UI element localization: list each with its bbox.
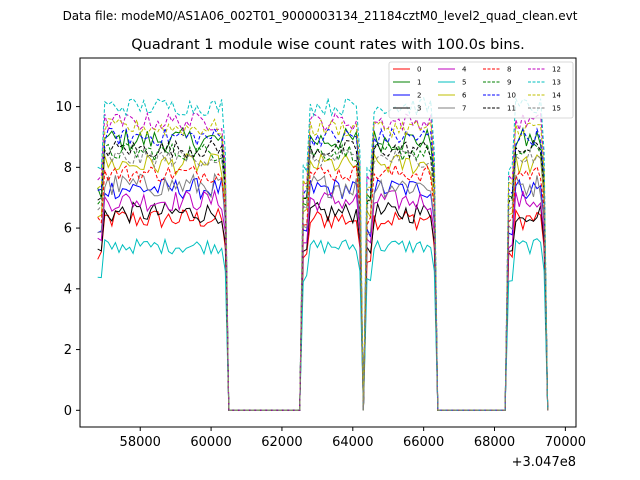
- series-line-4: [98, 191, 548, 410]
- series-line-9: [98, 144, 548, 411]
- y-axis: 0 2 4 6 8 10: [55, 100, 80, 419]
- series-line-10: [98, 128, 548, 410]
- series-line-6: [98, 154, 548, 410]
- series-line-15: [98, 149, 548, 410]
- x-tick-label: 70000: [545, 435, 586, 450]
- legend-label: 11: [507, 105, 516, 113]
- legend-label: 5: [462, 79, 466, 87]
- y-tick-label: 10: [55, 100, 72, 115]
- x-tick-label: 66000: [403, 435, 444, 450]
- series-line-14: [98, 119, 548, 411]
- x-axis: 58000 60000 62000 64000 66000 68000 70000: [120, 427, 587, 450]
- legend-label: 14: [552, 92, 561, 100]
- legend-label: 9: [507, 79, 511, 87]
- x-tick-label: 58000: [120, 435, 161, 450]
- series-line-3: [98, 202, 548, 410]
- chart-title: Quadrant 1 module wise count rates with …: [131, 37, 525, 53]
- legend-label: 13: [552, 79, 561, 87]
- y-tick-label: 4: [64, 282, 72, 297]
- legend-label: 4: [462, 66, 467, 74]
- legend-label: 1: [417, 79, 421, 87]
- x-tick-label: 68000: [474, 435, 515, 450]
- series-line-11: [98, 141, 548, 411]
- x-tick-label: 64000: [332, 435, 373, 450]
- legend-label: 12: [552, 66, 561, 74]
- legend-label: 2: [417, 92, 421, 100]
- y-tick-label: 0: [64, 404, 72, 419]
- legend-label: 15: [552, 105, 561, 113]
- series-layer: [98, 98, 548, 411]
- series-line-1: [98, 128, 548, 410]
- series-line-13: [98, 98, 548, 411]
- x-offset-label: +3.047e8: [512, 455, 576, 470]
- y-tick-label: 8: [64, 161, 72, 176]
- legend-label: 6: [462, 92, 467, 100]
- chart-suptitle: Data file: modeM0/AS1A06_002T01_90000031…: [63, 9, 578, 23]
- legend-label: 7: [462, 105, 466, 113]
- y-tick-label: 2: [64, 343, 72, 358]
- legend-label: 0: [417, 66, 421, 74]
- x-tick-label: 62000: [261, 435, 302, 450]
- legend-label: 8: [507, 66, 511, 74]
- x-tick-label: 60000: [190, 435, 231, 450]
- series-line-5: [98, 239, 548, 411]
- legend-label: 3: [417, 105, 421, 113]
- y-tick-label: 6: [64, 222, 72, 237]
- legend-label: 10: [507, 92, 516, 100]
- series-line-2: [98, 179, 548, 411]
